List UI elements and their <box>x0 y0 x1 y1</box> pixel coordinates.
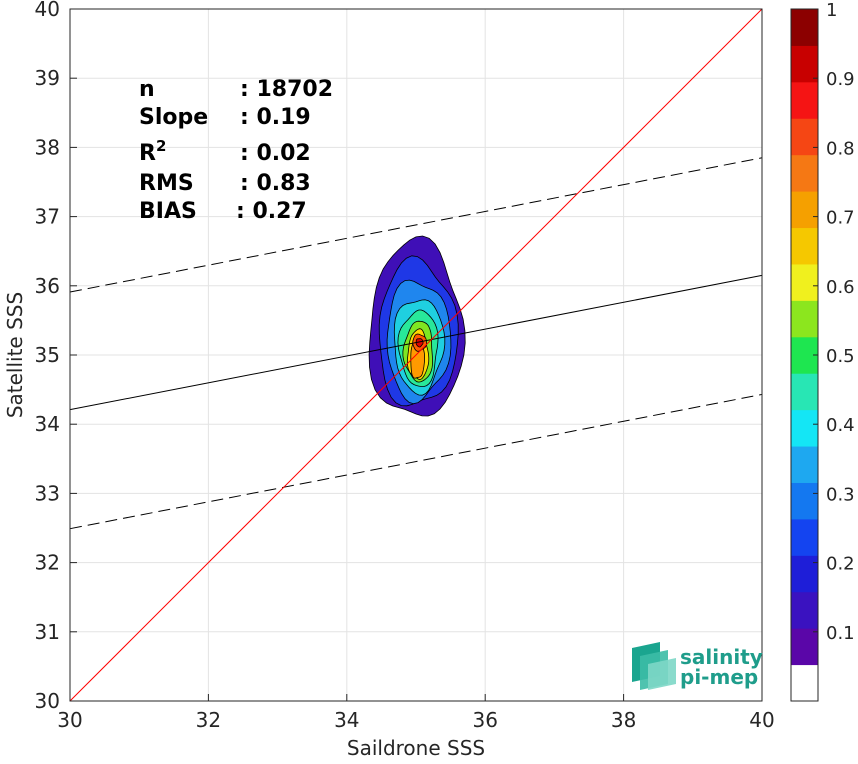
colorbar-segment <box>791 373 818 411</box>
colorbar-segment <box>791 9 818 46</box>
y-tick-label: 31 <box>35 620 60 644</box>
x-tick-label: 30 <box>57 708 82 732</box>
colorbar-segment <box>791 118 818 156</box>
colorbar-tick-label: 0.7 <box>826 208 855 229</box>
stat-label: BIAS <box>139 199 197 224</box>
y-tick-label: 35 <box>35 343 60 367</box>
colorbar-segment <box>791 446 818 483</box>
colorbar-segment <box>791 628 818 666</box>
stat-label-superscript: 2 <box>156 137 166 155</box>
colorbar-tick-label: 0.6 <box>826 277 855 298</box>
colorbar-tick-label: 0.8 <box>826 138 855 159</box>
stat-value: : 18702 <box>240 77 333 102</box>
x-tick-label: 38 <box>611 708 636 732</box>
colorbar-tick-label: 0.4 <box>826 415 855 436</box>
colorbar-segment <box>791 482 818 520</box>
y-tick-label: 33 <box>35 481 60 505</box>
colorbar-segment <box>791 227 818 265</box>
colorbar-segment <box>791 518 818 556</box>
colorbar-segment <box>791 591 818 629</box>
stat-label: Slope <box>139 105 208 130</box>
stats-box: n : 18702 Slope : 0.19 R2 : 0.02 RMS : 0.83 BIAS… <box>139 77 333 224</box>
stat-value: : 0.83 <box>240 171 311 196</box>
x-axis-label: Saildrone SSS <box>347 736 485 760</box>
logo-mark-icon <box>632 642 676 690</box>
colorbar-tick-label: 0.2 <box>826 554 855 575</box>
colorbar-segment <box>791 555 818 593</box>
y-tick-label: 38 <box>35 135 60 159</box>
y-tick-label: 32 <box>35 551 60 575</box>
colorbar-segment <box>791 300 818 338</box>
x-axis-ticks: 30 32 34 36 38 40 <box>57 694 775 732</box>
y-tick-label: 39 <box>35 66 60 90</box>
stat-label: n <box>139 77 155 102</box>
colorbar-segment <box>791 409 818 447</box>
colorbar-ticks: 0.1 0.2 0.3 0.4 0.5 0.6 0.7 0.8 0.9 1 <box>813 0 855 644</box>
colorbar-segment <box>791 154 818 192</box>
colorbar-segment <box>791 45 818 83</box>
logo-line2: pi-mep <box>680 665 758 689</box>
stat-value: : 0.19 <box>240 105 311 130</box>
stat-label: R2 <box>139 137 166 166</box>
colorbar-segment <box>791 81 818 119</box>
colorbar-tick-label: 0.9 <box>826 69 855 90</box>
x-tick-label: 40 <box>749 708 774 732</box>
density-contours <box>368 235 466 417</box>
colorbar <box>790 8 819 702</box>
y-axis-label: Satellite SSS <box>3 292 27 418</box>
x-tick-label: 36 <box>472 708 497 732</box>
lower-bound-line <box>69 393 763 530</box>
colorbar-tick-label: 0.5 <box>826 346 855 367</box>
x-tick-label: 34 <box>334 708 359 732</box>
salinity-pimep-logo: salinity pi-mep <box>632 642 763 690</box>
logo-line1: salinity <box>680 645 763 669</box>
y-tick-label: 37 <box>35 205 60 229</box>
y-tick-label: 36 <box>35 274 60 298</box>
y-tick-label: 40 <box>35 0 60 21</box>
colorbar-segment <box>791 191 818 229</box>
regression-lines <box>69 8 763 702</box>
y-tick-label: 30 <box>35 689 60 713</box>
y-tick-label: 34 <box>35 412 60 436</box>
colorbar-tick-label: 0.3 <box>826 484 855 505</box>
y-axis-ticks: 30 31 32 33 34 35 36 37 38 39 40 <box>35 0 77 713</box>
stat-value: : 0.27 <box>236 199 307 224</box>
colorbar-segment <box>791 664 818 702</box>
colorbar-tick-label: 0.1 <box>826 623 855 644</box>
stat-value: : 0.02 <box>240 141 311 166</box>
colorbar-tick-label: 1 <box>826 0 837 21</box>
stat-label: RMS <box>139 171 194 196</box>
one-to-one-line <box>69 8 763 702</box>
colorbar-segment <box>791 263 818 301</box>
upper-bound-line <box>69 157 763 293</box>
regression-fit-line <box>69 274 763 411</box>
x-tick-label: 32 <box>196 708 221 732</box>
